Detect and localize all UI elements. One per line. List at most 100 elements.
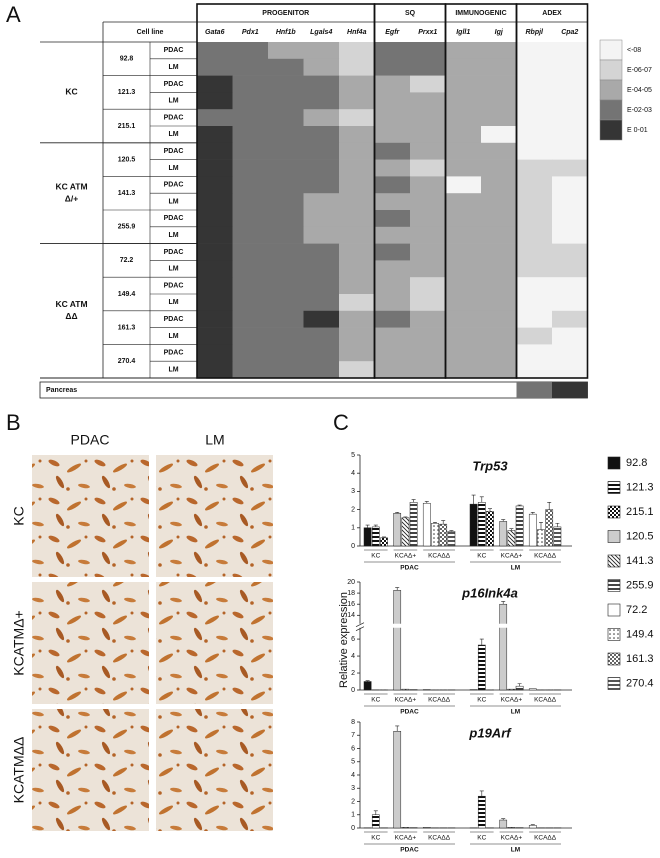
heat-cell: [516, 310, 553, 328]
heat-cell: [303, 294, 340, 312]
cell-line-header: Cell line: [137, 29, 164, 36]
category-label: PDAC: [400, 709, 419, 716]
y-tick-label: 6: [351, 636, 355, 643]
heat-cell: [232, 92, 269, 110]
y-tick-label: 3: [351, 488, 355, 495]
heat-cell: [339, 226, 375, 244]
error-bar: [373, 524, 378, 527]
heat-cell: [339, 361, 375, 379]
group-label: ΔΔ: [65, 311, 77, 321]
heat-cell: [197, 243, 233, 261]
heat-cell: [552, 226, 588, 244]
cell-line-label: 72.2: [120, 257, 134, 264]
heat-cell: [552, 344, 588, 362]
heat-cell: [303, 193, 340, 211]
legend-label: 141.3: [626, 555, 654, 567]
error-bar: [471, 494, 476, 505]
tissue-label: LM: [168, 266, 178, 273]
heat-cell: [374, 243, 411, 261]
heat-cell: [232, 226, 269, 244]
bar: [515, 505, 524, 547]
heat-cell: [410, 75, 446, 93]
subgroup-label: KCAΔΔ: [534, 553, 557, 560]
y-tick-label: 7: [351, 732, 355, 739]
gene-header: Igll1: [456, 29, 470, 36]
heat-cell: [481, 361, 517, 379]
error-bar: [433, 522, 437, 524]
legend-label: 72.2: [626, 604, 647, 616]
heat-cell: [516, 58, 553, 76]
tissue-label: LM: [168, 366, 178, 373]
heat-cell: [481, 126, 517, 144]
chart-title: p16Ink4a: [461, 585, 518, 600]
gene-header: Hnf4a: [347, 29, 367, 36]
error-bar: [395, 512, 400, 514]
heat-cell: [552, 361, 588, 379]
bar: [507, 530, 516, 547]
heat-cell: [268, 42, 304, 60]
error-bar: [365, 524, 370, 528]
error-bar: [501, 519, 506, 522]
heat-cell: [481, 327, 517, 345]
heat-cell: [303, 159, 340, 177]
legend-label: 270.4: [626, 677, 654, 689]
y-tick-label: 2: [351, 670, 355, 677]
gene-header: Igj: [495, 29, 504, 36]
row-label: KCATMΔΔ: [11, 737, 27, 804]
heat-cell: [268, 92, 304, 110]
heat-cell: [552, 193, 588, 211]
heat-cell: [552, 310, 588, 328]
subgroup-label: KC: [371, 697, 380, 704]
heat-cell: [516, 344, 553, 362]
heat-cell: [268, 159, 304, 177]
pancreas-row: [39, 381, 588, 399]
heat-cell: [552, 159, 588, 177]
y-tick-label: 0: [351, 543, 355, 550]
heat-cell: [197, 310, 233, 328]
tissue-label: PDAC: [164, 350, 184, 357]
error-bar: [555, 522, 560, 527]
legend-label: 92.8: [626, 457, 647, 469]
bar: [507, 688, 516, 691]
heat-cell: [303, 142, 340, 160]
column-label: LM: [205, 432, 224, 448]
heat-cell: [374, 58, 411, 76]
group-header: ADEX: [542, 10, 562, 17]
error-bar: [382, 536, 386, 538]
heat-cell: [374, 109, 411, 127]
heat-cell: [268, 243, 304, 261]
micrograph: [156, 582, 273, 704]
bar: [469, 503, 478, 547]
bar: [528, 825, 537, 829]
y-tick-label: 18: [347, 590, 355, 597]
heat-cell: [232, 243, 269, 261]
heat-cell: [339, 344, 375, 362]
error-bar: [539, 522, 543, 530]
heat-cell: [339, 109, 375, 127]
heat-cell: [268, 210, 304, 228]
heat-cell: [197, 210, 233, 228]
heat-cell: [410, 142, 446, 160]
legend-label: 149.4: [626, 628, 654, 640]
heat-cell: [552, 327, 588, 345]
legend-label: E-02-03: [627, 107, 652, 114]
heat-cell: [445, 176, 482, 194]
heat-cell: [268, 58, 304, 76]
axis-break-mark: [355, 622, 365, 632]
heat-cell: [374, 277, 411, 295]
heat-cell: [445, 142, 482, 160]
heat-cell: [516, 382, 552, 398]
heat-cell: [268, 260, 304, 278]
heat-cell: [197, 109, 233, 127]
y-tick-label: 14: [347, 612, 355, 619]
heat-cell: [374, 310, 411, 328]
heat-cell: [339, 58, 375, 76]
heat-cell: [374, 361, 411, 379]
bar: [439, 523, 448, 547]
tissue-label: LM: [168, 98, 178, 105]
heat-cell: [552, 260, 588, 278]
category-label: PDAC: [400, 847, 419, 854]
heat-cell: [268, 226, 304, 244]
heat-cell: [481, 75, 517, 93]
heat-cell: [481, 92, 517, 110]
